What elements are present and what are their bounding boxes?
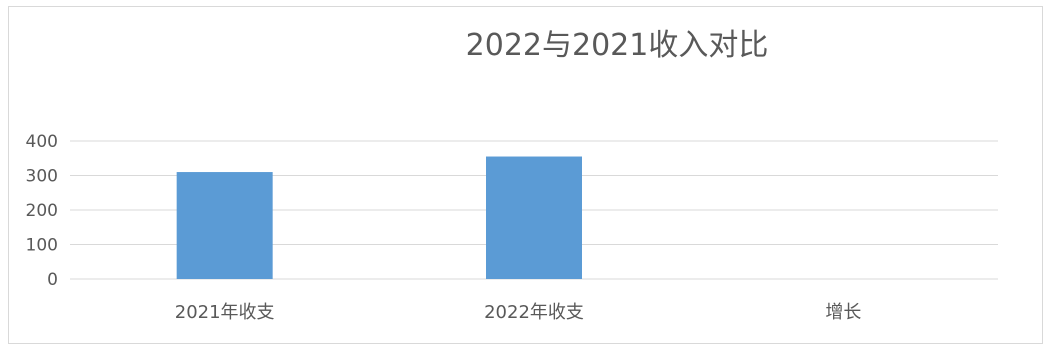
y-tick-label: 400 <box>26 132 58 152</box>
y-axis-ticks: 0 100 200 300 400 <box>26 132 58 290</box>
bar <box>486 156 582 279</box>
x-category-label: 2022年收支 <box>484 302 584 323</box>
y-tick-label: 100 <box>26 236 58 256</box>
y-tick-label: 200 <box>26 201 58 221</box>
bars <box>176 156 582 279</box>
y-tick-label: 300 <box>26 167 58 187</box>
y-tick-label: 0 <box>47 270 58 290</box>
x-category-label: 2021年收支 <box>175 302 275 323</box>
x-category-label: 增长 <box>825 302 861 323</box>
x-axis-categories: 2021年收支 2022年收支 增长 <box>175 302 862 323</box>
bar <box>176 172 273 279</box>
chart-title: 2022与2021收入对比 <box>466 28 769 63</box>
